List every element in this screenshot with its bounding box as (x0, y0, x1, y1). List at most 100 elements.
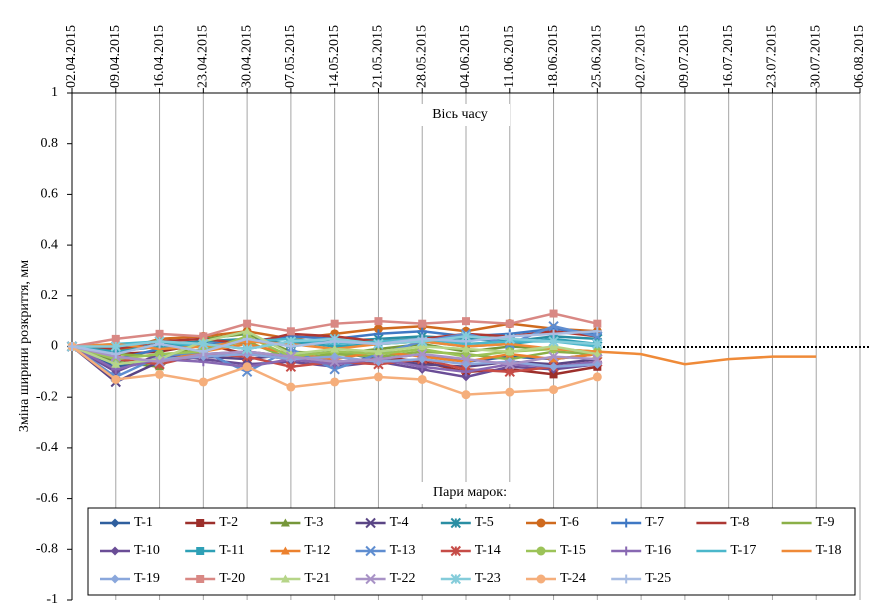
marker-shape (460, 331, 472, 342)
data-marker (592, 326, 602, 336)
data-marker (286, 327, 295, 336)
x-tick-label: 02.07.2015 (633, 25, 648, 88)
x-tick-label: 11.06.2015 (502, 26, 517, 88)
data-marker (365, 545, 376, 557)
y-axis-label: Зміна ширини розкриття, мм (17, 260, 32, 432)
marker-shape (417, 342, 427, 350)
marker-shape (111, 349, 121, 359)
data-marker (621, 574, 631, 584)
data-marker (549, 362, 559, 372)
x-tick-label: 30.04.2015 (239, 25, 254, 88)
data-marker (460, 331, 472, 342)
data-marker (286, 382, 296, 392)
x-tick-label: 16.07.2015 (721, 25, 736, 88)
data-marker (365, 517, 376, 529)
data-marker (549, 342, 559, 350)
legend-label: T-19 (134, 571, 160, 586)
marker-shape (110, 574, 120, 584)
legend-label: T-2 (219, 515, 238, 530)
marker-shape (285, 336, 297, 347)
data-marker (418, 319, 427, 328)
data-marker (549, 329, 559, 339)
data-marker (242, 362, 252, 372)
data-marker (461, 336, 471, 346)
marker-shape (365, 573, 376, 585)
marker-shape (155, 329, 164, 338)
data-marker (111, 359, 121, 368)
legend-label: T-6 (560, 515, 579, 530)
data-marker (417, 326, 427, 336)
marker-shape (111, 359, 121, 368)
marker-shape (111, 334, 120, 343)
legend-label: T-25 (645, 571, 671, 586)
marker-shape (374, 317, 383, 326)
marker-shape (505, 347, 515, 356)
x-tick-label: 21.05.2015 (371, 25, 386, 88)
marker-shape (460, 353, 472, 365)
data-marker (504, 366, 515, 378)
data-marker (285, 336, 297, 347)
data-marker (155, 349, 165, 359)
legend-label: T-4 (390, 515, 409, 530)
x-tick-label: 04.06.2015 (458, 25, 473, 88)
x-tick-label: 14.05.2015 (327, 25, 342, 88)
data-marker (417, 348, 428, 360)
marker-shape (285, 351, 297, 362)
legend-box (87, 507, 856, 596)
data-marker (242, 326, 252, 335)
legend-label: T-16 (645, 543, 671, 558)
y-tick-label: 0.6 (41, 187, 59, 202)
marker-shape (155, 339, 165, 349)
marker-shape (329, 364, 340, 375)
marker-shape (373, 347, 383, 356)
marker-shape (549, 362, 559, 372)
legend-label: T-8 (730, 515, 749, 530)
y-tick-label: 0 (51, 339, 58, 354)
data-marker (549, 370, 558, 379)
marker-shape (373, 333, 384, 345)
marker-shape (286, 382, 296, 392)
marker-shape (155, 369, 165, 379)
annotation-bg (410, 104, 510, 126)
x-tick-label: 06.08.2015 (852, 25, 867, 88)
marker-shape (592, 353, 603, 365)
data-marker (592, 338, 603, 350)
data-marker (536, 518, 546, 528)
data-marker (504, 359, 515, 370)
marker-shape (373, 329, 383, 339)
legend-label: T-7 (645, 515, 664, 530)
marker-shape (549, 385, 559, 395)
legend-label: T-5 (475, 515, 494, 530)
marker-shape (330, 319, 339, 328)
x-tick-label: 25.06.2015 (590, 25, 605, 88)
data-marker (592, 372, 602, 382)
marker-shape (241, 343, 253, 355)
data-marker (241, 343, 253, 355)
marker-shape (198, 338, 209, 350)
legend-label: T-9 (816, 515, 835, 530)
marker-shape (505, 331, 515, 341)
marker-shape (505, 319, 514, 328)
legend-label: T-3 (304, 515, 323, 530)
marker-shape (505, 387, 515, 397)
data-marker (330, 344, 340, 353)
data-marker (621, 518, 631, 528)
marker-shape (504, 366, 515, 378)
data-marker (196, 519, 205, 527)
marker-shape (286, 327, 295, 336)
data-marker (196, 575, 205, 583)
marker-shape (548, 336, 559, 347)
data-marker (592, 333, 603, 345)
data-marker (373, 333, 384, 345)
marker-shape (592, 372, 602, 382)
marker-shape (199, 332, 208, 341)
legend-label: T-24 (560, 571, 586, 586)
x-tick-label: 07.05.2015 (283, 25, 298, 88)
data-marker (111, 349, 121, 359)
data-marker (67, 342, 77, 351)
data-marker (155, 339, 165, 349)
marker-shape (461, 367, 471, 377)
y-tick-label: -1 (46, 592, 58, 607)
marker-shape (621, 574, 631, 584)
